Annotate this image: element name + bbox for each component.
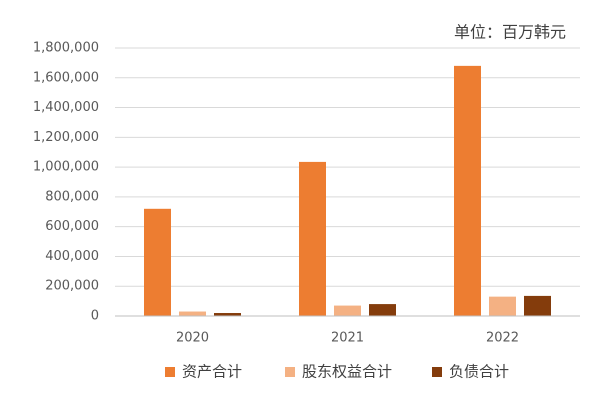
y-tick-label: 1,800,000 [33, 41, 99, 56]
legend-swatch [285, 367, 295, 377]
bar [454, 65, 481, 316]
bar [214, 313, 241, 316]
legend-swatch [432, 367, 442, 377]
legend-swatch [165, 367, 175, 377]
unit-annotation: 单位：百万韩元 [454, 23, 566, 42]
y-tick-label: 1,400,000 [33, 100, 99, 115]
y-tick-label: 200,000 [45, 279, 99, 294]
legend-label: 股东权益合计 [302, 363, 392, 381]
x-tick-label: 2021 [331, 331, 364, 346]
y-tick-label: 1,000,000 [33, 160, 99, 175]
bar [489, 296, 516, 316]
y-tick-label: 0 [91, 309, 99, 324]
bar [299, 161, 326, 316]
bar [144, 208, 171, 316]
y-tick-label: 1,600,000 [33, 70, 99, 85]
y-tick-label: 600,000 [45, 219, 99, 234]
x-tick-label: 2020 [176, 331, 209, 346]
bar [524, 295, 551, 316]
legend-label: 负债合计 [449, 363, 509, 381]
bar [369, 304, 396, 316]
y-tick-label: 400,000 [45, 249, 99, 264]
bar [334, 305, 361, 316]
bar [179, 311, 206, 316]
x-tick-label: 2022 [486, 331, 519, 346]
y-tick-label: 800,000 [45, 189, 99, 204]
legend-label: 资产合计 [182, 363, 242, 381]
y-tick-label: 1,200,000 [33, 130, 99, 145]
